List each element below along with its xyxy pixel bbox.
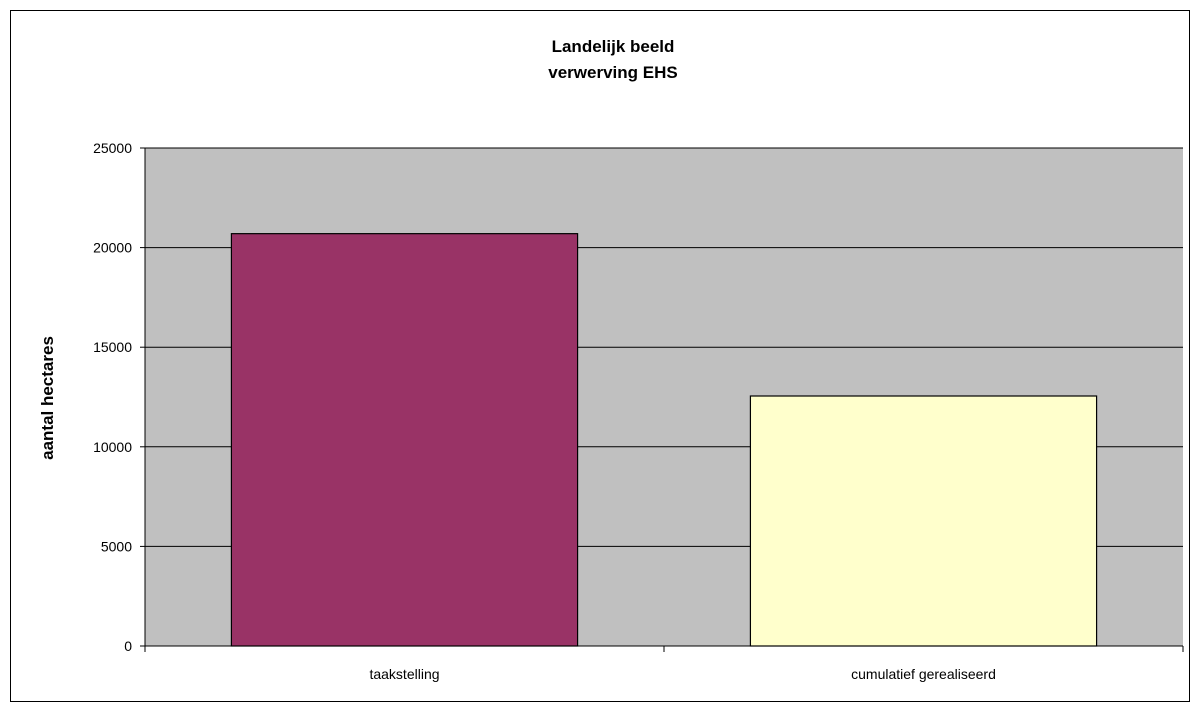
- y-tick-label: 10000: [93, 439, 132, 455]
- y-tick-label: 5000: [101, 538, 132, 554]
- y-tick-label: 0: [124, 638, 132, 654]
- y-tick-label: 20000: [93, 240, 132, 256]
- y-tick-label: 25000: [93, 140, 132, 156]
- bar-2: [749, 395, 1098, 647]
- x-tick-label: taakstelling: [369, 666, 439, 682]
- y-tick-label: 15000: [93, 339, 132, 355]
- chart-title-line-2: verwerving EHS: [548, 63, 677, 82]
- y-axis-label: aantal hectares: [38, 336, 57, 460]
- bar-1: [230, 233, 579, 647]
- plot-area: 0 5000 10000 15000 20000 25000 taakstelling cum…: [93, 140, 1184, 682]
- x-tick-label: cumulatief gerealiseerd: [851, 666, 996, 682]
- chart-title-line-1: Landelijk beeld: [552, 37, 675, 56]
